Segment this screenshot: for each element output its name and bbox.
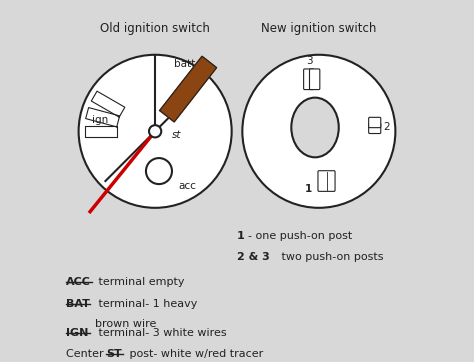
Text: BAT: BAT bbox=[66, 299, 90, 308]
Text: Center: Center bbox=[66, 349, 107, 359]
Text: two push-on posts: two push-on posts bbox=[278, 252, 383, 262]
Text: terminal- 1 heavy: terminal- 1 heavy bbox=[95, 299, 198, 308]
Text: New ignition switch: New ignition switch bbox=[261, 22, 376, 35]
Polygon shape bbox=[86, 108, 119, 127]
Text: 2: 2 bbox=[383, 122, 390, 132]
Text: post- white w/red tracer: post- white w/red tracer bbox=[126, 349, 263, 359]
Text: ign: ign bbox=[92, 115, 108, 125]
Circle shape bbox=[242, 55, 395, 208]
Polygon shape bbox=[91, 91, 125, 117]
FancyBboxPatch shape bbox=[369, 117, 381, 128]
Ellipse shape bbox=[292, 98, 339, 157]
Text: ST: ST bbox=[106, 349, 122, 359]
Text: st: st bbox=[172, 130, 182, 140]
Text: - one push-on post: - one push-on post bbox=[248, 231, 352, 241]
Text: 1: 1 bbox=[237, 231, 245, 241]
Polygon shape bbox=[85, 126, 117, 137]
Circle shape bbox=[146, 158, 172, 184]
Text: terminal empty: terminal empty bbox=[95, 277, 185, 287]
Text: brown wire: brown wire bbox=[95, 319, 157, 329]
FancyBboxPatch shape bbox=[304, 69, 314, 89]
Text: Old ignition switch: Old ignition switch bbox=[100, 22, 210, 35]
FancyBboxPatch shape bbox=[310, 69, 320, 89]
Circle shape bbox=[149, 125, 161, 138]
Text: batt: batt bbox=[174, 59, 195, 69]
Text: IGN: IGN bbox=[66, 328, 89, 338]
Polygon shape bbox=[160, 56, 217, 122]
FancyBboxPatch shape bbox=[369, 123, 381, 134]
Text: terminal- 3 white wires: terminal- 3 white wires bbox=[95, 328, 227, 338]
Text: 1: 1 bbox=[305, 184, 312, 194]
Text: 3: 3 bbox=[306, 56, 313, 67]
FancyBboxPatch shape bbox=[318, 171, 335, 191]
Text: 2 & 3: 2 & 3 bbox=[237, 252, 270, 262]
Circle shape bbox=[79, 55, 232, 208]
Text: ACC: ACC bbox=[66, 277, 91, 287]
Text: acc: acc bbox=[178, 181, 196, 191]
